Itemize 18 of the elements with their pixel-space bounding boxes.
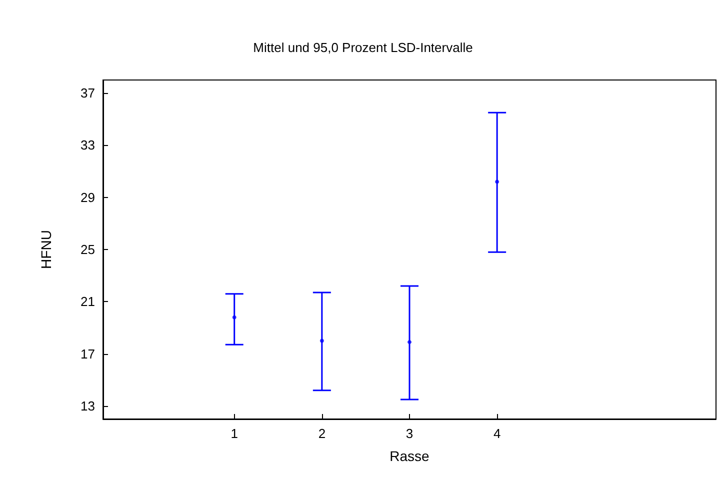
y-tick-label: 37 (80, 86, 95, 101)
y-tick-label: 29 (80, 190, 95, 205)
x-axis-title: Rasse (390, 448, 430, 464)
y-tick-label: 33 (80, 138, 95, 153)
y-tick-label: 17 (80, 346, 95, 362)
y-tick-label: 21 (80, 294, 95, 310)
chart-title: Mittel und 95,0 Prozent LSD-Intervalle (253, 40, 473, 55)
point (408, 340, 412, 344)
y-axis-title: HFNU (38, 230, 54, 269)
x-tick-label: 2 (318, 426, 326, 441)
x-tick-label: 3 (406, 426, 414, 441)
point (232, 315, 236, 320)
y-tick-label: 25 (80, 242, 95, 257)
x-tick-label: 1 (230, 426, 238, 441)
x-tick-label: 4 (493, 426, 501, 441)
point (495, 180, 500, 184)
point (320, 338, 324, 343)
y-tick-label: 13 (80, 398, 95, 414)
